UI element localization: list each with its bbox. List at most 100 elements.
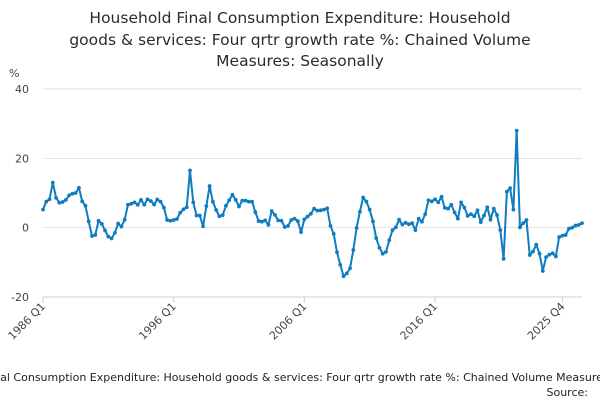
data-point[interactable]: [423, 212, 428, 217]
data-point[interactable]: [544, 255, 548, 260]
data-point[interactable]: [227, 198, 232, 203]
data-point[interactable]: [286, 224, 290, 228]
data-point[interactable]: [148, 199, 153, 203]
data-point[interactable]: [341, 274, 346, 279]
data-point[interactable]: [318, 208, 323, 213]
data-point[interactable]: [246, 199, 251, 204]
data-point[interactable]: [325, 206, 330, 211]
data-point[interactable]: [135, 202, 140, 207]
data-point[interactable]: [122, 217, 127, 222]
data-point[interactable]: [106, 234, 111, 239]
data-point[interactable]: [429, 199, 434, 204]
data-point[interactable]: [344, 271, 349, 276]
data-point[interactable]: [282, 225, 287, 229]
data-point[interactable]: [357, 209, 362, 214]
data-point[interactable]: [322, 207, 326, 212]
data-point[interactable]: [295, 219, 300, 223]
data-point[interactable]: [67, 193, 72, 198]
data-point[interactable]: [197, 213, 202, 218]
data-point[interactable]: [351, 247, 356, 252]
data-point[interactable]: [485, 205, 490, 210]
data-point[interactable]: [80, 199, 85, 204]
data-point[interactable]: [96, 218, 101, 223]
data-point[interactable]: [449, 202, 454, 207]
data-point[interactable]: [495, 213, 499, 218]
data-point[interactable]: [420, 219, 424, 224]
data-point[interactable]: [518, 225, 522, 230]
data-point[interactable]: [361, 195, 366, 200]
data-point[interactable]: [142, 202, 147, 207]
data-point[interactable]: [237, 204, 241, 209]
data-point[interactable]: [250, 199, 254, 204]
data-point[interactable]: [328, 224, 333, 228]
data-point[interactable]: [207, 184, 212, 188]
data-point[interactable]: [279, 218, 284, 223]
data-point[interactable]: [403, 220, 408, 225]
data-point[interactable]: [86, 219, 91, 224]
data-point[interactable]: [83, 203, 88, 208]
data-point[interactable]: [436, 200, 441, 205]
data-point[interactable]: [455, 216, 460, 221]
data-point[interactable]: [175, 217, 179, 221]
data-point[interactable]: [524, 218, 529, 222]
data-point[interactable]: [93, 233, 98, 237]
data-point[interactable]: [132, 200, 137, 205]
data-point[interactable]: [384, 250, 388, 254]
data-point[interactable]: [452, 210, 457, 215]
data-point[interactable]: [204, 204, 209, 209]
data-point[interactable]: [557, 235, 562, 239]
data-point[interactable]: [514, 128, 519, 133]
data-point[interactable]: [472, 214, 477, 219]
data-point[interactable]: [338, 262, 343, 267]
data-point[interactable]: [521, 221, 526, 226]
data-point[interactable]: [54, 195, 58, 200]
data-point[interactable]: [563, 233, 568, 237]
data-point[interactable]: [103, 228, 107, 233]
data-point[interactable]: [390, 228, 395, 232]
data-point[interactable]: [364, 199, 369, 204]
data-point[interactable]: [161, 205, 166, 210]
data-point[interactable]: [139, 198, 143, 202]
data-point[interactable]: [152, 202, 156, 207]
data-point[interactable]: [273, 212, 277, 217]
data-point[interactable]: [393, 225, 398, 230]
data-point[interactable]: [475, 208, 480, 213]
data-point[interactable]: [253, 210, 258, 214]
data-point[interactable]: [504, 189, 509, 194]
data-point[interactable]: [220, 213, 225, 218]
data-point[interactable]: [276, 218, 281, 223]
data-point[interactable]: [406, 222, 411, 227]
data-point[interactable]: [168, 218, 173, 223]
data-point[interactable]: [387, 238, 392, 243]
data-point[interactable]: [233, 198, 238, 202]
data-point[interactable]: [426, 198, 431, 203]
data-point[interactable]: [397, 217, 401, 222]
data-point[interactable]: [550, 251, 555, 256]
data-point[interactable]: [289, 218, 294, 222]
data-point[interactable]: [570, 225, 575, 230]
data-point[interactable]: [126, 202, 130, 207]
data-point[interactable]: [540, 269, 545, 273]
data-point[interactable]: [508, 186, 513, 191]
data-point[interactable]: [433, 197, 437, 202]
data-point[interactable]: [439, 194, 444, 199]
data-point[interactable]: [44, 199, 49, 204]
data-point[interactable]: [109, 236, 114, 241]
data-point[interactable]: [331, 232, 336, 236]
data-point[interactable]: [99, 221, 104, 226]
data-point[interactable]: [302, 217, 307, 222]
data-point[interactable]: [50, 180, 55, 185]
data-point[interactable]: [194, 213, 199, 218]
data-point[interactable]: [553, 254, 558, 259]
data-point[interactable]: [442, 206, 447, 210]
data-point[interactable]: [155, 197, 160, 202]
data-point[interactable]: [416, 216, 421, 221]
data-point[interactable]: [491, 206, 496, 211]
data-point[interactable]: [511, 207, 516, 212]
data-point[interactable]: [374, 236, 379, 240]
data-point[interactable]: [413, 228, 418, 232]
data-point[interactable]: [90, 234, 94, 238]
data-point[interactable]: [534, 242, 539, 247]
data-point[interactable]: [259, 219, 264, 224]
data-point[interactable]: [73, 191, 78, 195]
